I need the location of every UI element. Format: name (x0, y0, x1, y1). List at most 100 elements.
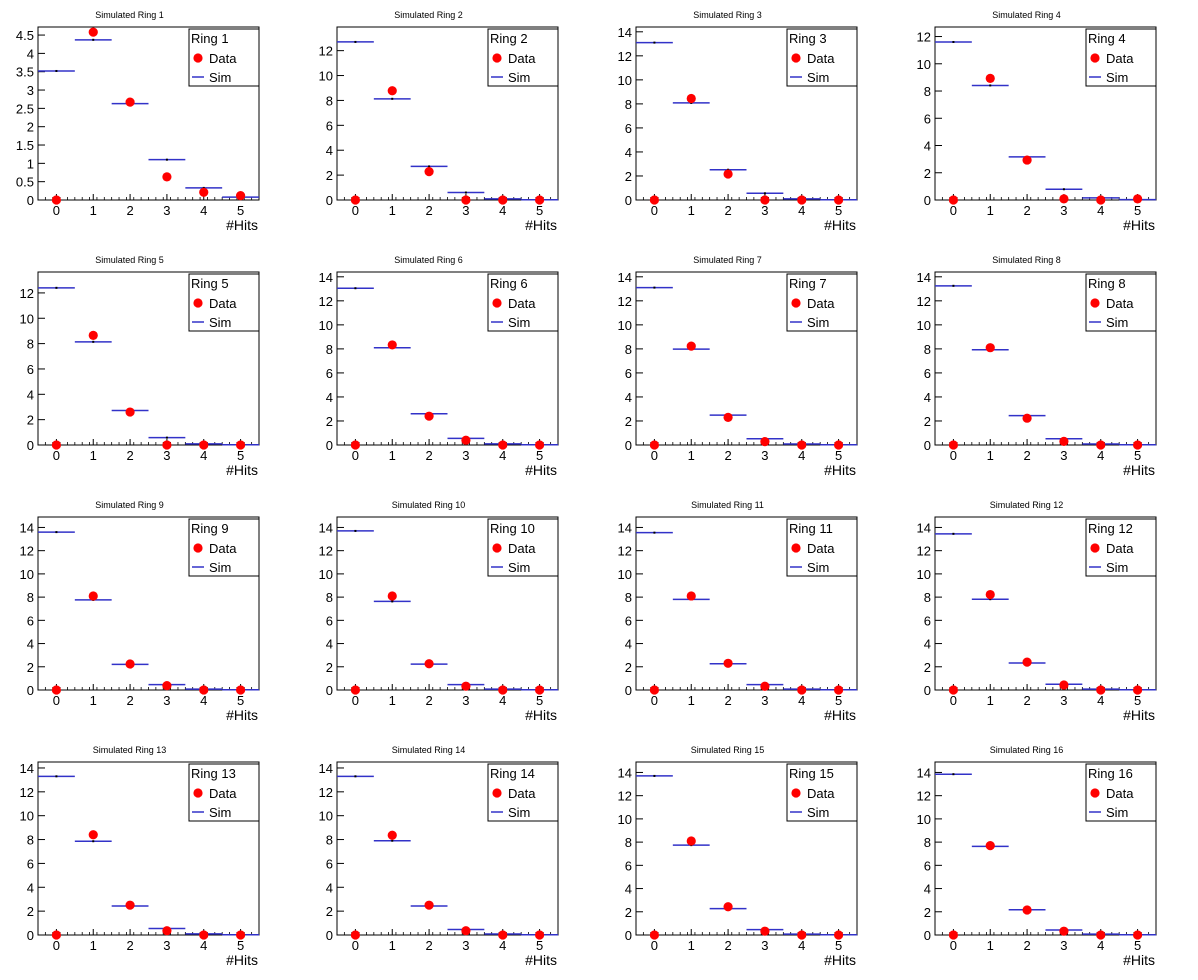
x-tick-label: 3 (1060, 938, 1067, 953)
x-tick-label: 3 (761, 938, 768, 953)
data-point (125, 900, 135, 910)
sim-bin-center (55, 69, 58, 72)
x-tick-label: 5 (1134, 693, 1141, 708)
x-tick-label: 0 (651, 448, 658, 463)
data-point (350, 195, 361, 205)
x-tick-label: 0 (950, 693, 957, 708)
legend-data-label: Data (1106, 51, 1134, 66)
data-point (125, 97, 135, 107)
legend-sim-label: Sim (807, 315, 829, 330)
x-tick-label: 4 (499, 693, 506, 708)
y-tick-label: 4 (326, 143, 333, 158)
legend-data-marker (193, 298, 203, 308)
y-tick-label: 8 (326, 833, 333, 848)
y-tick-label: 2 (924, 905, 931, 920)
data-point (1132, 440, 1143, 450)
legend: Ring 13 Data Sim (188, 763, 260, 822)
x-tick-label: 3 (462, 938, 469, 953)
sim-bin-center (354, 775, 357, 778)
sim-bin-center (391, 600, 394, 603)
y-tick-label: 0 (924, 438, 931, 453)
data-point (498, 685, 508, 695)
x-tick-label: 5 (237, 938, 244, 953)
x-tick-label: 3 (1060, 203, 1067, 218)
y-tick-label: 12 (618, 294, 632, 309)
legend-sim-label: Sim (508, 315, 530, 330)
legend-data-marker (193, 53, 203, 63)
sim-bin-center (464, 191, 467, 194)
x-axis-label: #Hits (824, 952, 856, 968)
data-point (797, 440, 807, 450)
chart-title: Simulated Ring 15 (691, 745, 765, 755)
data-point (199, 930, 209, 940)
y-tick-label: 12 (319, 294, 333, 309)
legend-sim-label: Sim (209, 805, 231, 820)
y-tick-label: 0 (27, 928, 34, 943)
sim-bin-center (92, 840, 95, 843)
legend: Ring 7 Data Sim (786, 273, 858, 332)
legend-data-marker (193, 543, 203, 553)
legend-title: Ring 12 (1088, 521, 1133, 536)
x-tick-label: 3 (1060, 448, 1067, 463)
x-tick-label: 2 (1023, 448, 1030, 463)
data-point (125, 407, 135, 417)
x-tick-label: 4 (1097, 938, 1104, 953)
x-tick-label: 1 (389, 203, 396, 218)
chart-title: Simulated Ring 8 (992, 255, 1061, 265)
chart-title: Simulated Ring 16 (990, 745, 1064, 755)
chart-panel: Simulated Ring 15 0 2 4 6 8 10 12 14 0 1 2 3 4 5 #Hits R… (598, 735, 897, 980)
data-point (1022, 657, 1032, 667)
y-tick-label: 2.5 (16, 101, 34, 116)
x-tick-label: 0 (352, 448, 359, 463)
legend-title: Ring 9 (191, 521, 229, 536)
y-tick-label: 14 (618, 520, 632, 535)
legend-title: Ring 5 (191, 276, 229, 291)
y-tick-label: 4 (27, 637, 34, 652)
x-tick-label: 3 (163, 693, 170, 708)
x-tick-label: 4 (1097, 203, 1104, 218)
legend-title: Ring 2 (490, 31, 528, 46)
y-tick-label: 2 (326, 660, 333, 675)
x-tick-label: 5 (536, 693, 543, 708)
x-tick-label: 5 (536, 448, 543, 463)
legend-sim-label: Sim (508, 805, 530, 820)
x-tick-label: 0 (53, 203, 60, 218)
sim-bin-center (55, 531, 58, 534)
data-point (1096, 195, 1106, 205)
y-tick-label: 2 (27, 904, 34, 919)
data-point (948, 195, 959, 205)
x-tick-label: 4 (200, 448, 207, 463)
sim-bin-center (989, 84, 992, 87)
x-tick-label: 1 (90, 693, 97, 708)
data-point (1059, 926, 1069, 936)
data-point (162, 680, 172, 691)
x-tick-label: 5 (835, 938, 842, 953)
x-axis-label: #Hits (226, 952, 258, 968)
y-tick-label: 12 (618, 544, 632, 559)
legend-data-label: Data (1106, 296, 1134, 311)
sim-bin-center (952, 532, 955, 535)
data-point (88, 591, 98, 601)
x-tick-label: 2 (425, 693, 432, 708)
y-tick-label: 4 (924, 139, 931, 154)
y-tick-label: 4 (625, 145, 632, 160)
data-point (985, 343, 995, 353)
y-tick-label: 12 (20, 544, 34, 559)
y-tick-label: 2 (625, 660, 632, 675)
y-tick-label: 10 (917, 57, 931, 72)
x-tick-label: 1 (90, 938, 97, 953)
legend: Ring 15 Data Sim (786, 763, 858, 822)
y-tick-label: 8 (924, 84, 931, 99)
sim-bin-center (653, 774, 656, 777)
y-tick-label: 4 (924, 637, 931, 652)
y-tick-label: 6 (924, 111, 931, 126)
y-tick-label: 4 (326, 880, 333, 895)
legend-data-marker (1090, 543, 1100, 553)
data-point (125, 659, 135, 669)
data-point (235, 191, 246, 201)
data-point (387, 340, 397, 350)
chart-title: Simulated Ring 5 (95, 255, 164, 265)
